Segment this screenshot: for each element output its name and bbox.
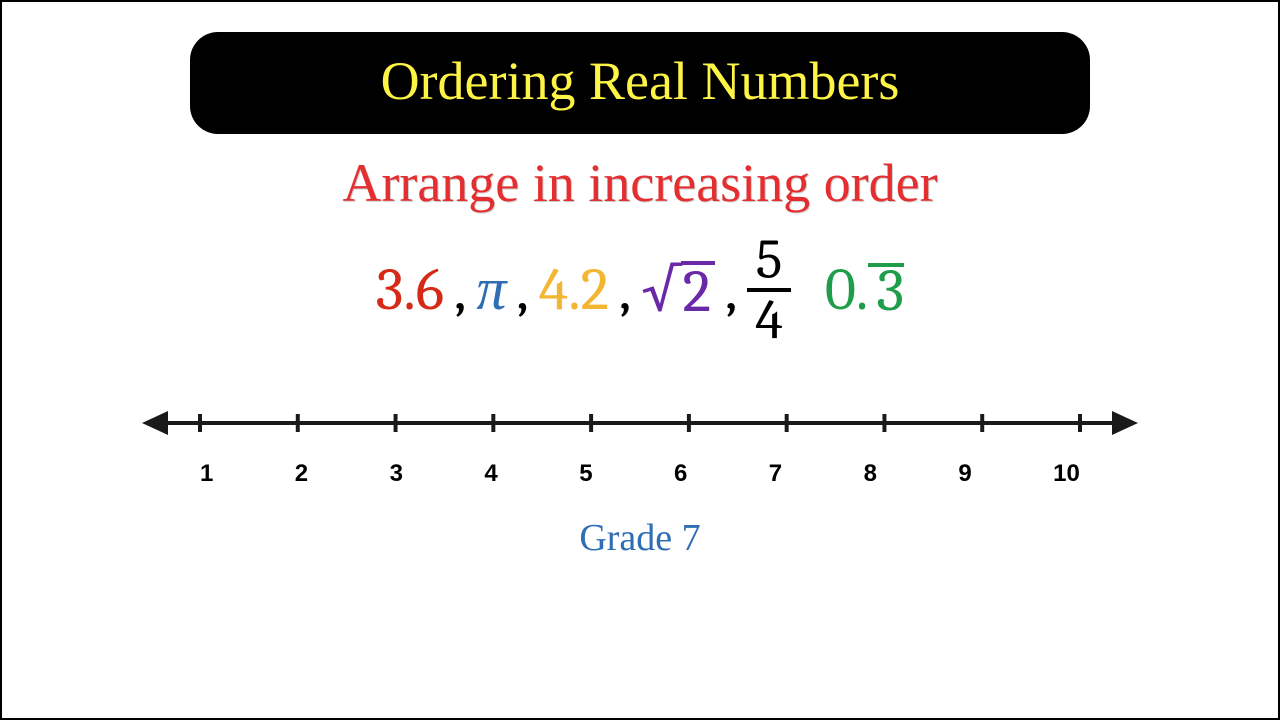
comma: ,: [619, 260, 631, 320]
expr-2-pi: π: [476, 260, 506, 320]
comma: ,: [725, 260, 737, 320]
radical-sign: √: [641, 260, 680, 320]
number-line-svg: [140, 398, 1140, 448]
number-line-labels: 1 2 3 4 5 6 7 8 9 10: [140, 460, 1140, 488]
expr-6-prefix: 0.: [825, 260, 868, 320]
radicand: 2: [681, 261, 715, 319]
number-line-tick-label: 9: [958, 460, 971, 488]
fraction-denominator: 4: [747, 292, 791, 348]
fraction-numerator: 5: [748, 232, 791, 288]
number-line-tick-label: 7: [769, 460, 782, 488]
number-line-tick-label: 10: [1053, 460, 1080, 488]
subtitle: Arrange in increasing order: [2, 152, 1278, 214]
expr-5-fraction: 5 4: [747, 232, 791, 348]
number-line: 1 2 3 4 5 6 7 8 9 10: [140, 398, 1140, 488]
expr-3: 4.2: [539, 260, 609, 320]
number-line-tick-label: 2: [295, 460, 308, 488]
comma: ,: [516, 260, 528, 320]
page-title: Ordering Real Numbers: [381, 51, 900, 111]
vinculum-bar: [868, 263, 904, 267]
number-line-tick-label: 3: [390, 460, 403, 488]
comma: ,: [454, 260, 466, 320]
title-box: Ordering Real Numbers: [190, 32, 1090, 134]
expr-1: 3.6: [376, 260, 444, 320]
number-line-tick-label: 1: [200, 460, 213, 488]
expr-6-digit: 3: [877, 261, 905, 321]
expression-list: 3.6 , π , 4.2 , √2 , 5 4 0. 3: [2, 232, 1278, 348]
grade-label: Grade 7: [2, 516, 1278, 560]
number-line-tick-label: 4: [484, 460, 497, 488]
expr-4-sqrt: √2: [641, 260, 715, 320]
number-line-tick-label: 8: [864, 460, 877, 488]
number-line-tick-label: 6: [674, 460, 687, 488]
expr-6-repeating: 0. 3: [825, 259, 904, 321]
number-line-tick-label: 5: [579, 460, 592, 488]
